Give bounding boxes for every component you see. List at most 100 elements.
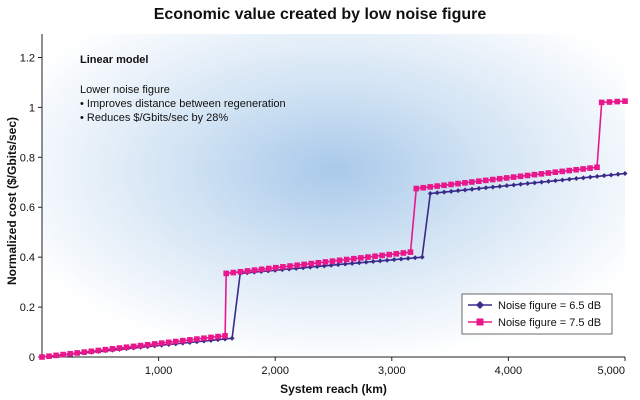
data-point [349,260,355,266]
data-point [587,174,593,180]
data-point [503,175,510,181]
data-point [379,252,385,259]
data-point [287,263,293,269]
data-point [587,165,593,171]
data-point [413,185,420,192]
data-point [391,257,397,263]
data-point [329,258,336,264]
chart-title: Economic value created by low noise figu… [153,6,487,23]
data-point [137,342,144,349]
data-point [251,267,258,273]
annotation-heading: Linear model [80,54,148,66]
data-point [370,259,376,265]
x-tick-label: 2,000 [261,365,289,377]
y-tick-label: 0.2 [20,302,35,314]
data-point [455,180,461,187]
data-point [222,332,228,339]
data-point [95,347,102,354]
data-point [335,262,341,268]
legend-marker-1 [476,301,484,309]
data-point [328,262,334,268]
data-point [482,177,489,184]
data-point [400,250,407,256]
data-point [398,256,404,262]
data-point [258,266,265,273]
data-point [420,184,427,191]
data-point [598,99,605,106]
data-point [441,189,447,195]
data-point [384,257,390,263]
data-point [342,261,348,267]
data-point [490,184,496,190]
data-point [594,173,600,179]
data-point [393,251,400,257]
data-point [524,172,531,179]
annotation-line-3: • Reduces $/Gbits/sec by 28% [80,112,228,124]
data-point [448,181,454,188]
data-point [580,175,586,181]
data-point [525,181,531,187]
x-tick-label: 3,000 [378,365,406,377]
legend-label-2: Noise figure = 7.5 dB [498,317,601,329]
data-point [350,255,357,262]
data-point [144,341,151,348]
data-point [151,341,158,347]
data-point [614,98,621,105]
data-point [308,260,315,267]
data-point [60,351,66,358]
data-point [244,268,251,274]
data-point [180,337,186,344]
data-point [511,182,517,188]
legend-label-1: Noise figure = 6.5 dB [498,300,601,312]
data-point [405,255,411,261]
data-point [434,190,440,196]
y-tick-label: 0 [29,352,35,364]
data-point [532,180,538,186]
data-point [53,352,59,359]
data-point [469,186,475,192]
data-point [46,353,52,359]
data-point [201,335,207,342]
y-tick-label: 0.8 [20,152,35,164]
data-point [294,262,300,269]
data-point [315,259,322,266]
data-point [552,169,559,175]
data-point [622,98,628,104]
data-point [510,174,517,180]
data-point [504,183,510,189]
annotation-line-2: • Improves distance between regeneration [80,98,286,110]
legend: Noise figure = 6.5 dB Noise figure = 7.5… [461,293,613,335]
data-point [187,337,193,343]
data-point [622,171,628,177]
data-point [552,178,558,184]
data-point [427,184,433,190]
data-point [88,348,95,355]
data-point [476,178,482,184]
data-point [407,249,414,255]
data-point [301,261,307,268]
data-point [469,179,475,185]
data-point [265,265,272,272]
data-point [615,171,621,177]
data-point [39,354,45,360]
data-point [356,260,362,266]
data-point [215,333,221,340]
data-point [158,340,165,346]
data-point [531,171,538,178]
y-tick-label: 0.4 [20,252,35,264]
data-point [517,173,524,180]
data-point [483,185,489,191]
data-point [573,176,579,182]
data-point [336,257,343,264]
data-point [377,258,383,264]
data-point [606,99,613,105]
data-point [386,251,392,258]
data-point [208,334,214,341]
data-point [427,191,433,197]
y-tick-label: 1 [29,102,35,114]
y-tick-label: 1.2 [20,52,35,64]
data-point [539,179,545,185]
data-point [496,175,503,182]
data-point [237,268,244,275]
data-point [322,259,329,265]
